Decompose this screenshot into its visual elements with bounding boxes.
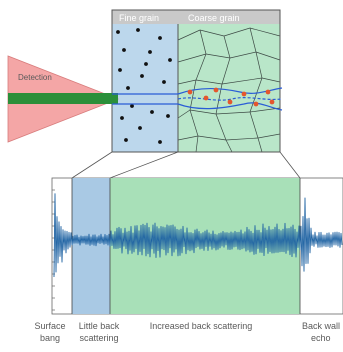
grain-boundary: [221, 77, 263, 85]
fine-grain-particle: [130, 104, 134, 108]
grain-boundary: [257, 137, 263, 153]
grain-boundary: [261, 77, 281, 83]
grain-boundary: [223, 27, 251, 37]
fine-grain-region: [112, 24, 178, 152]
coarse-grain-boundaries: [177, 27, 281, 153]
fine-grain-particle: [162, 80, 166, 84]
scatter-events: [187, 87, 275, 107]
fine-grain-particle: [118, 68, 122, 72]
surface-bang-label-1: Surface: [34, 321, 65, 331]
projection-line-mid: [109, 151, 179, 179]
fine-grain-particle: [122, 48, 126, 52]
grain-boundary: [249, 77, 263, 113]
scatter-point: [187, 89, 193, 95]
probe: Detection: [7, 55, 120, 143]
back-wall-label-2: echo: [311, 333, 331, 343]
region-labels: Surface bang Little back scattering Incr…: [34, 321, 340, 343]
grain-boundary: [177, 53, 207, 63]
little-scatter-band: [72, 178, 110, 314]
fine-grain-particle: [136, 28, 140, 32]
fine-grain-particle: [140, 74, 144, 78]
coarse-grain-header: Coarse grain: [188, 13, 240, 23]
sample-outline: [111, 9, 281, 153]
grain-boundary: [177, 79, 197, 85]
projection-line-right: [279, 151, 301, 179]
ray-path-middle: [177, 96, 283, 101]
fine-grain-particle: [144, 62, 148, 66]
grain-boundary: [177, 135, 199, 141]
scatter-point: [203, 95, 209, 101]
grain-boundary: [195, 79, 223, 85]
scatter-point: [213, 87, 219, 93]
scatter-point: [253, 101, 259, 107]
grain-boundary: [249, 111, 259, 139]
grain-boundary: [189, 109, 217, 115]
fine-grain-particle: [166, 114, 170, 118]
little-scatter-label-2: scattering: [79, 333, 118, 343]
scatter-point: [227, 99, 233, 105]
fine-grain-particle: [148, 50, 152, 54]
fine-grain-particle: [116, 30, 120, 34]
grain-boundary: [215, 113, 227, 141]
scatter-point: [241, 91, 247, 97]
fine-grain-particle: [158, 140, 162, 144]
grain-boundary: [177, 29, 201, 41]
sample-header-bar: [112, 10, 280, 24]
grain-boundary: [199, 29, 225, 37]
fine-grain-particle: [150, 110, 154, 114]
grain-boundary: [195, 135, 199, 153]
grain-boundary: [229, 51, 257, 59]
grain-boundary: [255, 51, 281, 61]
grain-boundary: [197, 135, 227, 141]
grain-boundary: [223, 35, 231, 59]
fine-grain-particle: [124, 138, 128, 142]
grain-boundary: [195, 53, 207, 81]
back-wall-label-1: Back wall: [302, 321, 340, 331]
grain-boundary: [225, 137, 259, 141]
little-scatter-label-1: Little back: [79, 321, 120, 331]
grain-boundary: [221, 57, 231, 85]
grain-boundary: [249, 27, 281, 37]
scatter-point: [265, 89, 271, 95]
sample-block: Fine grain Coarse grain: [111, 9, 281, 153]
coarse-grain-region: [178, 24, 280, 152]
increased-scatter-label: Increased back scattering: [150, 321, 253, 331]
grain-boundary: [215, 111, 251, 115]
ultrasonic-beam: [8, 93, 118, 104]
grain-boundary: [249, 27, 257, 53]
grain-boundary: [177, 109, 191, 119]
fine-grain-particle: [158, 36, 162, 40]
grain-boundary: [189, 79, 197, 111]
projection-line-left: [71, 151, 113, 179]
detection-label: Detection: [18, 73, 52, 82]
grain-boundary: [189, 109, 199, 137]
fine-grain-particle: [138, 126, 142, 130]
signal-panel: [51, 177, 343, 315]
projection-lines: [71, 151, 301, 179]
grain-boundary: [257, 133, 281, 139]
grain-boundary: [205, 53, 231, 59]
surface-bang-label-2: bang: [40, 333, 60, 343]
ray-path-bottom: [112, 102, 283, 111]
fine-grain-particles: [116, 28, 172, 144]
fine-grain-particle: [126, 86, 130, 90]
fine-grain-particle: [120, 116, 124, 120]
fine-grain-particle: [168, 58, 172, 62]
scatter-point: [269, 99, 275, 105]
grain-boundary: [225, 139, 233, 153]
fine-grain-header: Fine grain: [119, 13, 159, 23]
grain-boundary: [255, 51, 263, 79]
grain-boundary: [199, 29, 207, 55]
a-scan-waveform: [53, 193, 343, 278]
